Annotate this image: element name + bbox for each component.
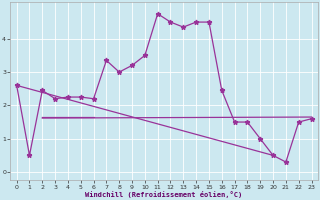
X-axis label: Windchill (Refroidissement éolien,°C): Windchill (Refroidissement éolien,°C): [85, 191, 243, 198]
